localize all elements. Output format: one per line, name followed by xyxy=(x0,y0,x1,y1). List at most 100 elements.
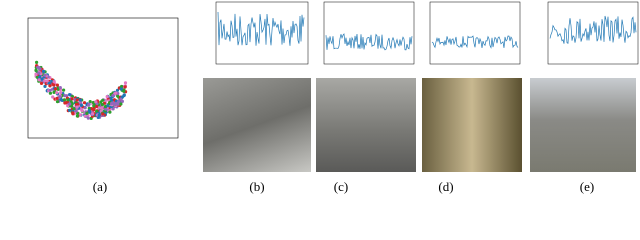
scatter-texture xyxy=(83,114,87,118)
scatter-texture xyxy=(45,79,49,83)
plot-frame xyxy=(547,1,639,65)
scatter-texture xyxy=(97,113,101,117)
scatter-texture xyxy=(37,78,41,82)
scatter-texture xyxy=(35,60,39,64)
scatter-texture xyxy=(92,104,96,108)
scatter-texture xyxy=(80,109,84,113)
scatter-texture xyxy=(78,98,83,102)
scatter-texture xyxy=(116,94,120,98)
scatter-texture xyxy=(43,73,47,77)
panel-label: (c) xyxy=(333,179,349,194)
scatter-texture xyxy=(119,102,123,106)
scatter-texture xyxy=(55,91,59,95)
scatter-texture xyxy=(119,87,123,91)
plot-frame xyxy=(323,1,415,65)
scatter-texture xyxy=(43,84,47,88)
scatter-texture xyxy=(48,91,53,95)
scatter-texture xyxy=(74,102,79,106)
scatter-texture xyxy=(55,96,59,100)
scatter-texture xyxy=(68,102,72,106)
scatter-texture xyxy=(42,69,46,73)
scatter-texture xyxy=(34,72,38,76)
scatter-texture xyxy=(115,88,120,92)
plot-frame xyxy=(429,1,521,65)
scatter-texture xyxy=(62,98,66,102)
scatter-texture xyxy=(67,108,72,112)
scatter-texture xyxy=(71,111,75,115)
photo xyxy=(422,78,522,172)
scatter-texture xyxy=(39,81,44,85)
scatter-texture xyxy=(100,106,104,110)
scatter-texture xyxy=(58,95,62,99)
scatter-texture xyxy=(94,100,98,104)
scatter-texture xyxy=(35,75,39,79)
scatter-texture xyxy=(83,106,87,110)
scatter-texture xyxy=(123,85,127,89)
scatter-texture xyxy=(114,91,118,95)
panel-label: (a) xyxy=(92,179,108,194)
photo xyxy=(203,78,311,172)
scatter-texture xyxy=(87,109,91,113)
scatter-texture xyxy=(79,103,84,107)
scatter-texture xyxy=(106,104,110,108)
scatter-texture xyxy=(87,106,91,110)
scatter-texture xyxy=(78,113,82,117)
scatter-texture xyxy=(70,97,74,101)
scatter-texture xyxy=(111,93,115,98)
scatter-texture xyxy=(68,93,72,97)
plot-texture xyxy=(325,33,413,51)
plot-texture xyxy=(549,15,637,44)
scatter-texture xyxy=(105,95,109,99)
scatter-texture xyxy=(86,116,90,120)
scatter-texture xyxy=(52,80,56,84)
scatter-texture xyxy=(114,102,118,106)
scatter-texture xyxy=(75,98,79,102)
scatter-frame xyxy=(27,17,179,139)
scatter-texture xyxy=(85,111,89,115)
scatter-texture xyxy=(82,101,87,105)
scatter-texture xyxy=(100,103,104,107)
scatter-texture xyxy=(48,88,52,92)
scatter-texture xyxy=(104,98,108,102)
scatter-texture xyxy=(101,112,105,116)
panel-label: (b) xyxy=(249,179,265,194)
scatter-texture xyxy=(55,100,60,104)
scatter-texture xyxy=(56,86,60,90)
scatter-texture xyxy=(55,83,60,87)
scatter-texture xyxy=(104,107,108,111)
scatter-texture xyxy=(51,95,55,99)
scatter-texture xyxy=(88,100,92,104)
figure: (a) (b) (c) (d) (e) xyxy=(27,1,639,194)
plot-frame xyxy=(215,1,309,65)
scatter-texture xyxy=(101,98,105,102)
scatter-texture xyxy=(111,107,115,111)
plot-texture xyxy=(431,35,519,49)
scatter-texture xyxy=(75,114,79,118)
scatter-texture xyxy=(48,84,52,88)
scatter-texture xyxy=(40,77,44,81)
scatter-texture xyxy=(34,68,38,72)
scatter-texture xyxy=(91,112,95,116)
panel-label: (e) xyxy=(579,179,595,194)
scatter-texture xyxy=(59,91,63,95)
scatter-texture xyxy=(66,98,70,102)
scatter-texture xyxy=(38,67,42,71)
photo xyxy=(530,78,636,172)
scatter-texture xyxy=(110,101,114,106)
scatter-texture xyxy=(95,104,99,109)
scatter-texture xyxy=(65,94,69,98)
plots xyxy=(27,1,639,139)
plot-texture xyxy=(217,11,305,46)
scatter-texture xyxy=(62,88,66,92)
panel-label: (d) xyxy=(438,179,454,194)
scatter-texture xyxy=(38,75,42,79)
scatter-texture xyxy=(43,79,47,83)
scatter-texture xyxy=(53,87,58,91)
scatter-texture xyxy=(58,86,62,90)
scatter-texture xyxy=(87,102,91,106)
scatter-texture xyxy=(37,71,41,75)
scatter-texture xyxy=(116,100,121,104)
scatter-texture xyxy=(122,94,126,98)
scatter-texture xyxy=(63,101,67,105)
scatter-texture xyxy=(92,108,96,112)
